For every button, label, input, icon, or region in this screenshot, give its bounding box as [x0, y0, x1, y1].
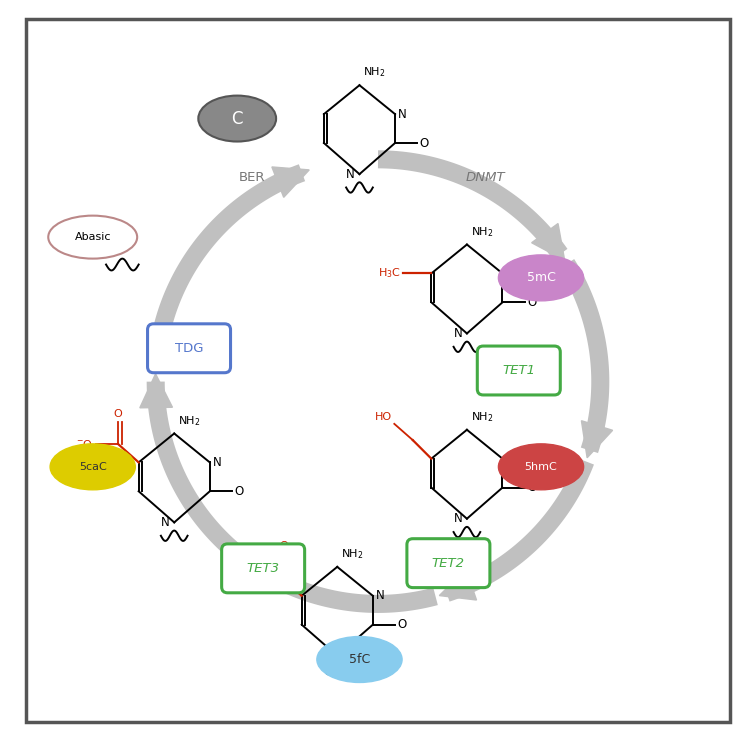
FancyBboxPatch shape [407, 539, 490, 588]
Text: N: N [398, 107, 407, 121]
Ellipse shape [498, 444, 584, 490]
Text: N: N [161, 516, 170, 529]
Text: NH$_2$: NH$_2$ [471, 225, 493, 239]
Text: TET2: TET2 [432, 556, 465, 570]
Text: O: O [234, 485, 243, 498]
Text: Abasic: Abasic [74, 232, 111, 242]
Polygon shape [439, 569, 476, 600]
Text: NH$_2$: NH$_2$ [471, 410, 493, 424]
Ellipse shape [198, 96, 276, 142]
Text: NH$_2$: NH$_2$ [178, 413, 200, 428]
Text: BER: BER [239, 171, 265, 185]
Text: NH$_2$: NH$_2$ [363, 65, 386, 79]
Text: O: O [527, 296, 536, 309]
Text: 5mC: 5mC [527, 271, 556, 285]
Text: H$_3$C: H$_3$C [378, 267, 401, 280]
Text: 5fC: 5fC [349, 653, 370, 666]
Text: N: N [454, 512, 463, 525]
Text: DNMT: DNMT [466, 171, 505, 185]
FancyBboxPatch shape [222, 544, 305, 593]
Text: 5hmC: 5hmC [525, 462, 557, 472]
Text: O: O [397, 618, 407, 631]
Text: TET1: TET1 [502, 364, 535, 377]
Polygon shape [140, 374, 172, 408]
Text: N: N [506, 267, 514, 280]
Text: TET3: TET3 [246, 562, 280, 575]
Text: OH: OH [113, 236, 132, 250]
Text: C: C [231, 110, 243, 127]
Polygon shape [531, 224, 565, 260]
FancyBboxPatch shape [477, 346, 560, 395]
Text: N: N [324, 649, 333, 662]
Text: N: N [346, 167, 355, 181]
Text: O: O [280, 541, 288, 551]
Polygon shape [272, 167, 309, 197]
Text: N: N [454, 327, 463, 340]
Text: TDG: TDG [175, 342, 203, 355]
Text: NH$_2$: NH$_2$ [341, 547, 364, 561]
Ellipse shape [317, 637, 402, 682]
Text: O: O [420, 136, 429, 150]
Ellipse shape [498, 255, 584, 301]
Text: N: N [506, 452, 514, 465]
Polygon shape [241, 557, 278, 590]
Text: HO: HO [375, 413, 392, 422]
Ellipse shape [50, 444, 135, 490]
Text: 5caC: 5caC [79, 462, 107, 472]
FancyBboxPatch shape [147, 324, 231, 373]
Polygon shape [581, 421, 612, 458]
Text: O: O [113, 409, 122, 419]
Text: N: N [376, 589, 385, 602]
Text: N: N [212, 456, 222, 469]
Text: O: O [527, 481, 536, 494]
Ellipse shape [48, 216, 137, 259]
Text: $^{-}$O: $^{-}$O [76, 438, 94, 450]
